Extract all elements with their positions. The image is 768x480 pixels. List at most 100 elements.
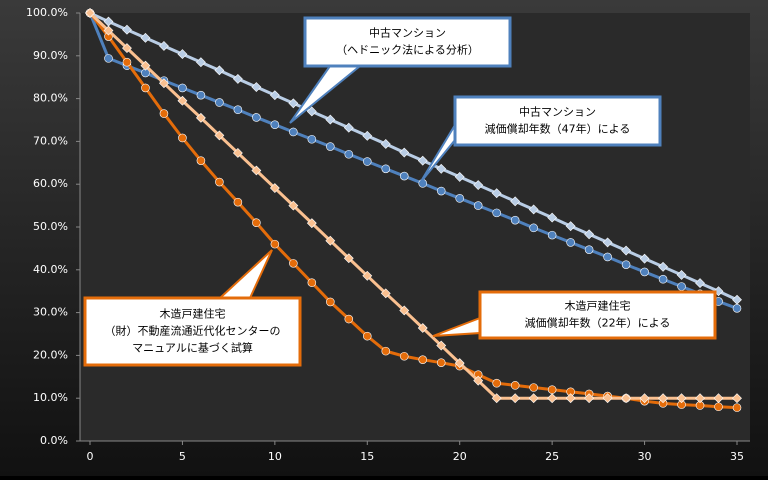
point: [547, 393, 558, 404]
callout-text: 中古マンション: [369, 27, 446, 40]
point: [695, 278, 705, 288]
point: [252, 113, 261, 122]
x-tick-label: 25: [545, 450, 559, 463]
point: [362, 270, 373, 281]
point: [417, 155, 428, 166]
point: [399, 305, 410, 316]
y-tick-label: 10.0%: [33, 391, 68, 404]
point: [251, 82, 262, 92]
point: [270, 239, 280, 249]
point: [417, 323, 428, 333]
point: [676, 393, 687, 404]
callout-text: 中古マンション: [519, 106, 596, 119]
point: [565, 221, 576, 232]
point: [289, 127, 298, 137]
point: [658, 261, 668, 272]
point: [122, 57, 132, 67]
point: [510, 215, 520, 225]
point: [325, 235, 336, 246]
point: [584, 393, 595, 404]
point: [399, 351, 409, 361]
point: [122, 43, 132, 54]
point: [196, 90, 206, 100]
point: [362, 157, 372, 166]
point: [510, 196, 521, 207]
callout-seam: [86, 299, 299, 364]
y-tick-label: 100.0%: [26, 6, 68, 19]
point: [714, 402, 723, 412]
point: [418, 355, 428, 364]
point: [233, 105, 243, 115]
x-tick-label: 30: [638, 450, 652, 463]
point: [233, 197, 243, 207]
point: [344, 314, 354, 324]
point: [270, 120, 280, 130]
point: [362, 331, 372, 341]
point: [658, 274, 668, 284]
point: [602, 237, 613, 248]
point: [381, 346, 391, 356]
point: [566, 238, 575, 247]
point: [122, 24, 132, 35]
point: [177, 49, 188, 60]
point: [584, 229, 595, 240]
point: [547, 212, 558, 223]
point: [640, 267, 649, 277]
point: [677, 282, 686, 291]
point: [140, 60, 151, 71]
point: [455, 194, 465, 203]
x-tick-label: 20: [453, 450, 467, 463]
callout-seam: [481, 293, 714, 337]
point: [621, 245, 632, 256]
point: [621, 260, 631, 269]
point: [159, 109, 169, 118]
y-tick-label: 20.0%: [33, 348, 68, 361]
point: [732, 393, 742, 404]
point: [454, 171, 465, 182]
x-tick-label: 5: [179, 450, 186, 463]
point: [547, 230, 557, 240]
point: [288, 98, 299, 109]
point: [732, 304, 742, 313]
point: [713, 393, 724, 404]
point: [251, 165, 262, 176]
point: [215, 177, 224, 187]
point: [639, 253, 650, 264]
point: [344, 149, 354, 159]
point: [104, 54, 113, 63]
point: [528, 393, 539, 404]
point: [214, 130, 225, 141]
point: [232, 148, 243, 158]
point: [214, 65, 225, 76]
point: [178, 133, 187, 143]
y-tick-label: 0.0%: [40, 434, 68, 447]
point: [399, 171, 409, 181]
point: [159, 41, 169, 51]
point: [269, 90, 280, 101]
point: [195, 57, 206, 68]
point: [141, 83, 150, 93]
point: [289, 259, 298, 268]
point: [252, 218, 261, 228]
point: [621, 393, 632, 404]
point: [325, 114, 336, 125]
point: [196, 156, 206, 165]
point: [195, 112, 206, 123]
x-tick-label: 10: [268, 450, 282, 463]
y-tick-label: 50.0%: [33, 220, 68, 233]
point: [326, 297, 335, 307]
point: [177, 95, 188, 106]
callout-text: 減価償却年数（47年）による: [485, 122, 631, 136]
plot-area: [80, 13, 750, 441]
point: [103, 25, 114, 36]
point: [215, 98, 224, 107]
point: [381, 164, 391, 174]
point: [399, 147, 410, 158]
point: [85, 8, 95, 18]
point: [713, 286, 724, 297]
point: [140, 32, 151, 43]
point: [695, 393, 705, 404]
point: [658, 393, 668, 404]
point: [510, 381, 520, 390]
